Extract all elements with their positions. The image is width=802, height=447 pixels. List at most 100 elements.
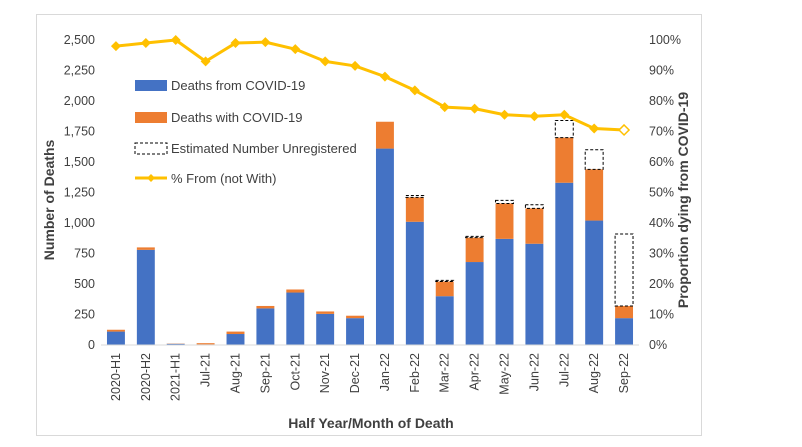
bar-deaths-from — [615, 318, 634, 345]
y-tick-label: 250 — [74, 308, 95, 322]
x-tick-label: Sep-21 — [258, 353, 272, 393]
bar-estimated-unregistered — [465, 235, 485, 239]
bar-estimated-unregistered — [614, 233, 634, 307]
bar-deaths-with — [405, 197, 424, 222]
bar-deaths-with — [256, 305, 275, 309]
bar-deaths-from — [346, 318, 365, 345]
bar-deaths-from — [286, 292, 305, 345]
pct-from-marker — [439, 102, 450, 113]
pct-from-marker — [170, 35, 181, 45]
bar-estimated-unregistered — [554, 120, 574, 139]
y-tick-label: 0 — [88, 338, 95, 352]
pct-from-line — [115, 38, 625, 132]
legend-label-from: Deaths from COVID-19 — [171, 78, 305, 93]
x-tick-label: Aug-21 — [229, 353, 243, 393]
bar-deaths-with — [585, 169, 604, 221]
y-tick-label: 2,000 — [64, 94, 95, 108]
y-tick-label: 2,500 — [64, 33, 95, 47]
x-tick-label: Jul-21 — [199, 353, 213, 387]
bar-deaths-with — [615, 305, 634, 319]
pct-from-marker — [320, 56, 331, 67]
x-tick-label: Mar-22 — [438, 353, 452, 393]
y-right-tick-label: 20% — [649, 277, 674, 291]
y-tick-label: 2,250 — [64, 64, 95, 78]
x-tick-label: 2020-H1 — [109, 353, 123, 401]
right-axis-ticks: 0% 10% 20% 30% 40% 50% 60% 70% 80% 90% 100% — [649, 33, 681, 352]
pct-from-marker — [559, 109, 570, 120]
y-axis-right-title: Proportion dying from COVID-19 — [675, 92, 691, 308]
bar-deaths-with — [316, 311, 335, 314]
bar-deaths-with — [226, 331, 245, 335]
x-axis-title: Half Year/Month of Death — [288, 415, 453, 431]
y-tick-label: 500 — [74, 277, 95, 291]
bar-deaths-from — [405, 221, 424, 345]
bar-estimated-unregistered — [405, 195, 425, 198]
x-tick-label: Feb-22 — [408, 353, 422, 393]
left-axis-ticks: 0 250 500 750 1,000 1,250 1,500 1,750 2,000 2,250… — [64, 33, 95, 352]
bar-deaths-from — [166, 343, 185, 345]
x-tick-label: Aug-22 — [587, 353, 601, 393]
y-right-tick-label: 90% — [649, 64, 674, 78]
bar-deaths-from — [525, 243, 544, 345]
chart: 0 250 500 750 1,000 1,250 1,500 1,750 2,000 2,250… — [41, 33, 691, 431]
y-tick-label: 1,750 — [64, 125, 95, 139]
pct-from-marker — [200, 56, 211, 67]
y-right-tick-label: 50% — [649, 186, 674, 200]
x-tick-label: Apr-22 — [468, 353, 482, 391]
legend-label-unregistered: Estimated Number Unregistered — [171, 141, 357, 156]
x-tick-label: Jul-22 — [557, 353, 571, 387]
pct-from-marker — [260, 37, 271, 48]
bar-deaths-with — [136, 247, 155, 250]
bar-deaths-with — [555, 137, 574, 183]
legend-marker-pct — [147, 174, 155, 182]
y-tick-label: 1,000 — [64, 216, 95, 230]
x-tick-label: Jun-22 — [527, 353, 541, 391]
pct-from-marker — [617, 123, 631, 137]
pct-from-marker — [379, 71, 390, 82]
bar-deaths-from — [495, 238, 514, 345]
bar-deaths-with — [525, 208, 544, 244]
bar-deaths-from — [375, 148, 394, 345]
y-tick-label: 1,500 — [64, 155, 95, 169]
bar-deaths-from — [435, 296, 454, 345]
bar-estimated-unregistered — [524, 204, 544, 209]
pct-from-marker — [469, 103, 480, 114]
pct-from-marker — [290, 44, 301, 55]
pct-from-marker — [230, 38, 241, 49]
legend-swatch-unregistered — [134, 142, 168, 155]
pct-from-marker — [499, 109, 510, 120]
bar-deaths-with — [346, 315, 365, 319]
y-right-tick-label: 40% — [649, 216, 674, 230]
bar-deaths-from — [226, 334, 245, 345]
bar-deaths-from — [136, 249, 155, 345]
bar-deaths-from — [316, 313, 335, 345]
line-series — [110, 35, 631, 137]
y-tick-label: 1,250 — [64, 186, 95, 200]
x-tick-label: 2021-H1 — [169, 353, 183, 401]
x-tick-label: Nov-21 — [318, 353, 332, 393]
bar-deaths-with — [435, 281, 454, 297]
x-tick-label: Dec-21 — [348, 353, 362, 393]
legend-swatch-from — [135, 80, 167, 91]
bar-deaths-with — [495, 203, 514, 239]
legend-label-pct: % From (not With) — [171, 171, 276, 186]
bar-deaths-from — [256, 308, 275, 345]
bar-deaths-with — [106, 329, 125, 332]
x-tick-label: Jan-22 — [378, 353, 392, 391]
legend-swatch-with — [135, 112, 167, 123]
x-tick-label: May-22 — [498, 353, 512, 395]
bar-estimated-unregistered — [584, 149, 604, 170]
x-tick-label: 2020-H2 — [139, 353, 153, 401]
bar-deaths-from — [555, 182, 574, 345]
pct-from-marker — [110, 41, 121, 52]
x-tick-label: Sep-22 — [617, 353, 631, 393]
bar-deaths-with — [375, 121, 394, 149]
y-right-tick-label: 10% — [649, 308, 674, 322]
x-tick-label: Oct-21 — [288, 353, 302, 391]
y-axis-title: Number of Deaths — [41, 140, 57, 261]
x-axis-ticks: 2020-H1 2020-H2 2021-H1 Jul-21 Aug-21 Sep-21 O… — [109, 353, 631, 401]
y-tick-label: 750 — [74, 247, 95, 261]
y-right-tick-label: 30% — [649, 247, 674, 261]
pct-from-marker — [409, 85, 420, 96]
bars — [106, 120, 634, 345]
